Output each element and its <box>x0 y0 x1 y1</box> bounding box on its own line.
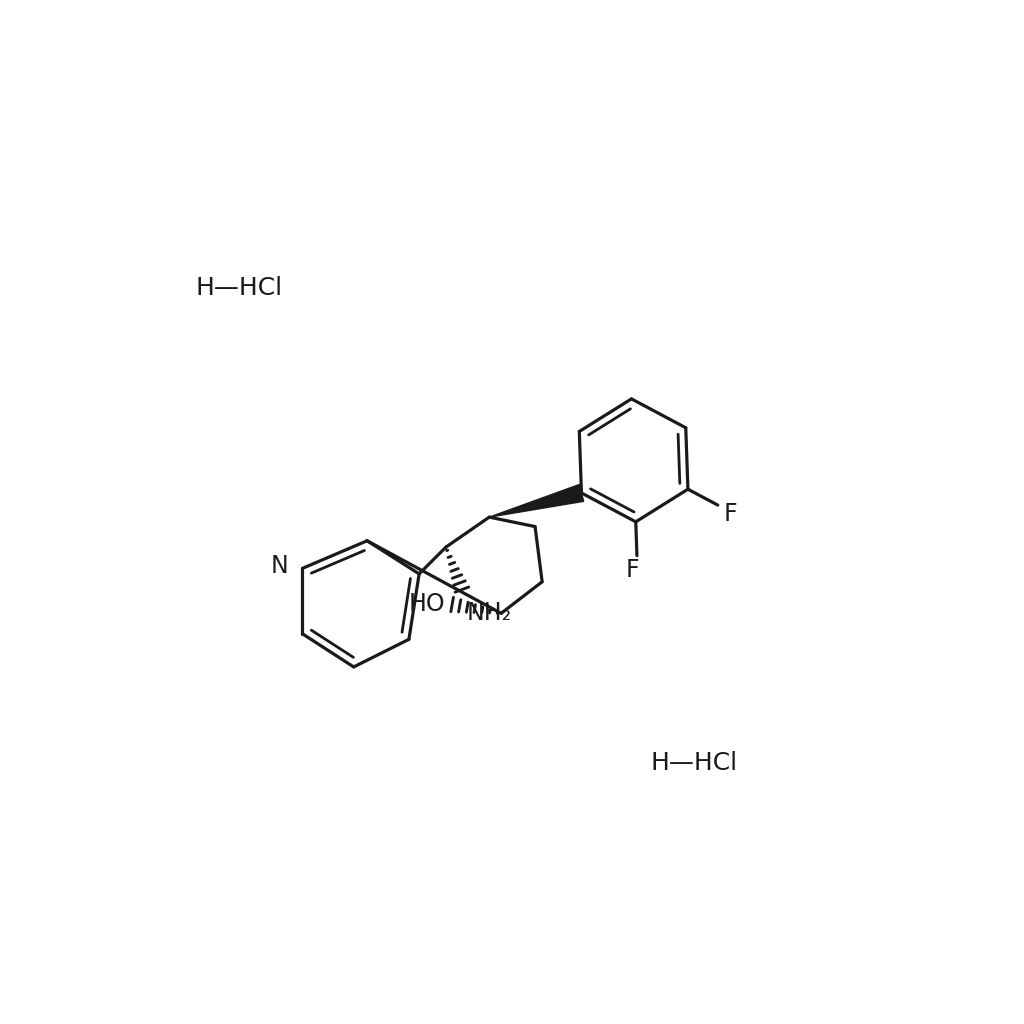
Text: F: F <box>724 502 737 525</box>
Text: H—HCl: H—HCl <box>651 752 738 775</box>
Text: HO: HO <box>409 592 445 615</box>
Text: N: N <box>270 554 289 578</box>
Text: F: F <box>626 558 639 582</box>
Text: NH₂: NH₂ <box>467 601 512 625</box>
Polygon shape <box>489 484 584 517</box>
Text: H—HCl: H—HCl <box>196 276 283 300</box>
